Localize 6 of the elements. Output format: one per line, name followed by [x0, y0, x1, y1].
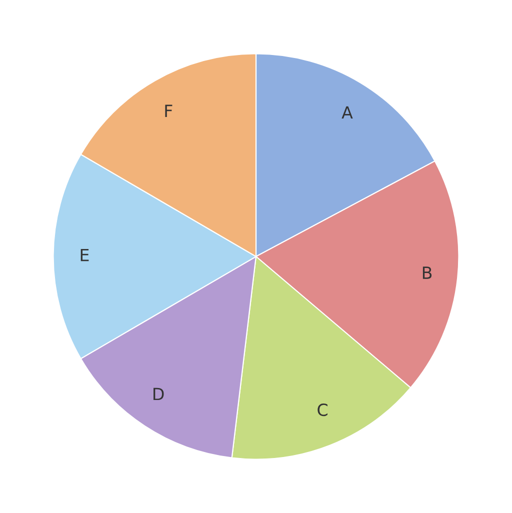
slice-label: D	[154, 388, 164, 400]
slice-label: C	[318, 404, 328, 416]
slice-label: F	[165, 104, 172, 117]
slice-label: A	[342, 106, 353, 119]
slice-label: B	[422, 266, 432, 279]
slice-label: E	[80, 248, 89, 262]
